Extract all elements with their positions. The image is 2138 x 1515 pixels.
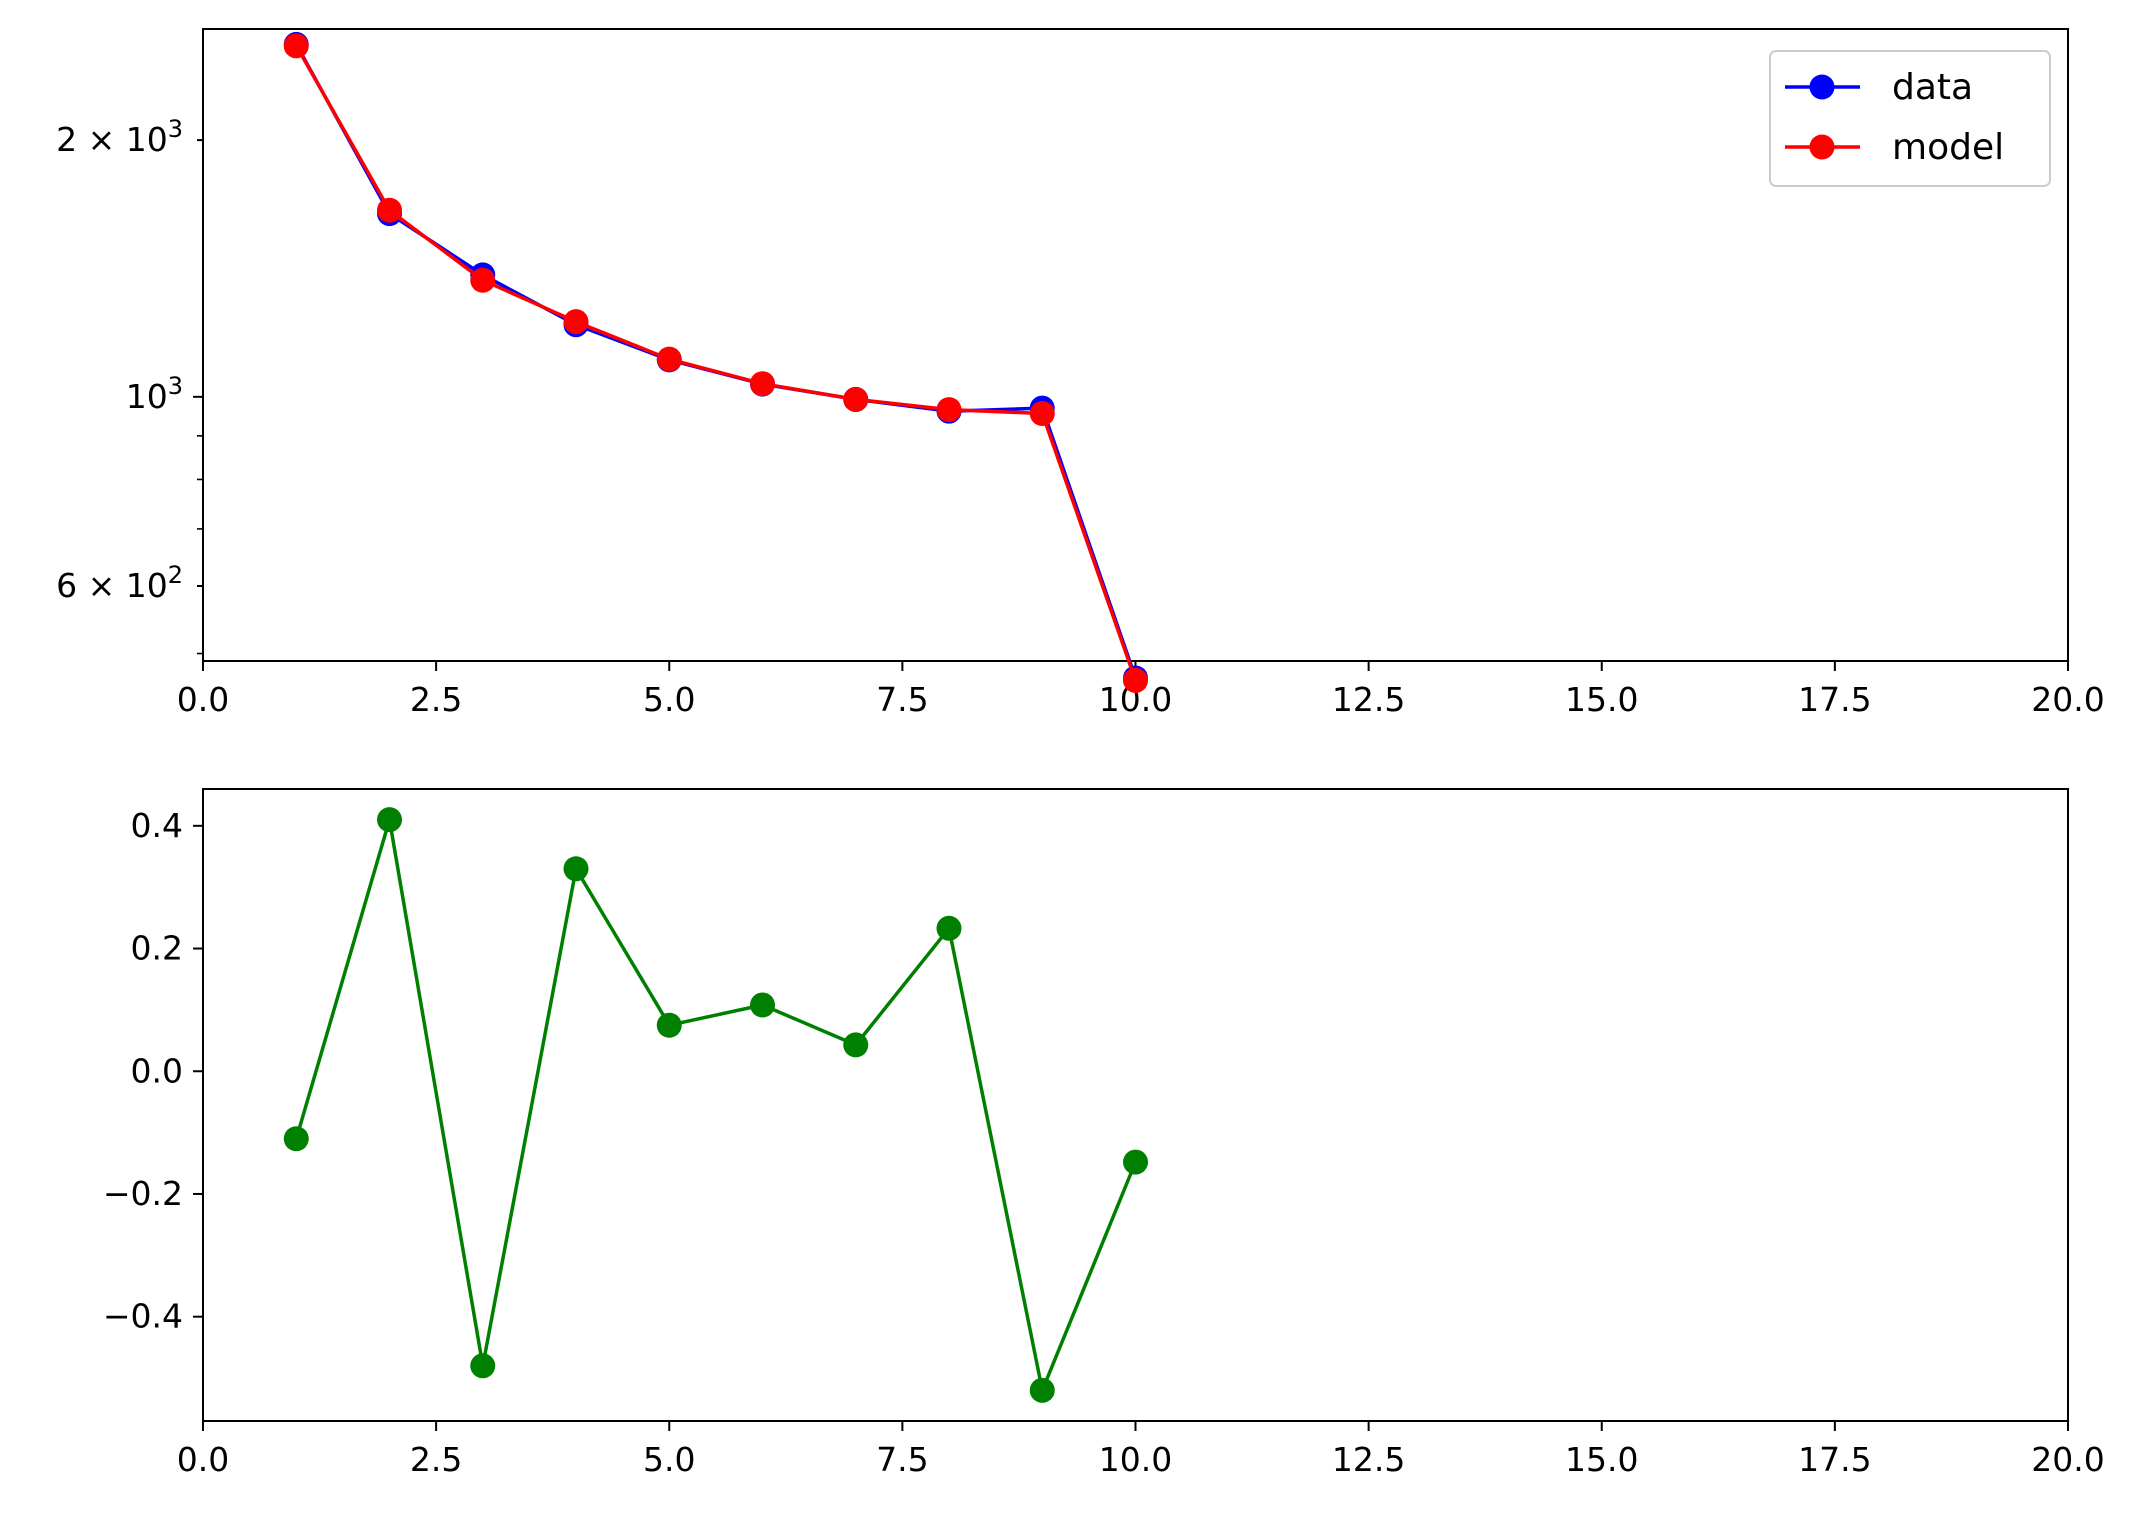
legend-label-model: model	[1892, 127, 2004, 168]
data-point	[470, 1353, 496, 1379]
legend: data model	[1769, 50, 2051, 187]
data-point	[750, 992, 775, 1018]
series-line	[294, 817, 1138, 1393]
x-tick-label: 5.0	[643, 1440, 695, 1479]
x-tick-label: 17.5	[1798, 680, 1871, 719]
x-tick-label: 10.0	[1099, 1440, 1172, 1479]
x-tick-label: 7.5	[876, 1440, 928, 1479]
data-point	[843, 1032, 869, 1058]
x-tick-label: 12.5	[1332, 680, 1405, 719]
x-tick-label: 12.5	[1332, 1440, 1405, 1479]
subplot-2: 0.0 2.5 5.0 7.5 10.0 12.5 15.0 17.5 20.0 −0.4 −0.2…	[103, 788, 2105, 1479]
y-tick-label: −0.2	[103, 1174, 183, 1213]
data-point	[936, 915, 962, 941]
y-tick-label: 2 × 103	[56, 115, 183, 159]
x-tick-label: 7.5	[876, 680, 928, 719]
y-tick-label: 103	[126, 372, 183, 416]
data-point	[1123, 1149, 1148, 1175]
data-point	[1123, 667, 1148, 693]
subplot-1: 0.0 2.5 5.0 7.5 10.0 12.5 15.0 17.5 20.06 × 1021…	[56, 28, 2105, 719]
y-tick-label: 0.4	[131, 806, 183, 845]
data-point	[563, 856, 589, 882]
data-point	[377, 197, 402, 223]
series-model	[283, 33, 1148, 693]
legend-marker	[1809, 134, 1835, 160]
data-point	[750, 371, 775, 397]
x-tick-label: 2.5	[410, 680, 462, 719]
data-point	[1029, 400, 1055, 426]
y-tick-label: 6 × 102	[56, 561, 183, 605]
series-line	[294, 43, 1138, 679]
y-tick-label: 0.0	[131, 1051, 183, 1090]
y-tick-label: −0.4	[103, 1297, 183, 1336]
x-tick-label: 2.5	[410, 1440, 462, 1479]
data-point	[377, 807, 402, 833]
data-point	[656, 1012, 682, 1038]
x-tick-label: 0.0	[177, 680, 229, 719]
legend-marker	[1809, 74, 1835, 100]
data-point	[1029, 1377, 1055, 1403]
data-point	[563, 309, 589, 335]
series-line	[294, 44, 1138, 681]
legend-box	[1769, 50, 2051, 187]
x-tick-label: 15.0	[1565, 680, 1638, 719]
x-tick-label: 20.0	[2031, 680, 2104, 719]
data-point	[936, 397, 962, 423]
x-tick-label: 17.5	[1798, 1440, 1871, 1479]
series-data	[283, 31, 1148, 691]
data-point	[843, 386, 869, 412]
x-tick-label: 0.0	[177, 1440, 229, 1479]
data-point	[470, 267, 496, 293]
x-tick-label: 15.0	[1565, 1440, 1638, 1479]
x-tick-label: 5.0	[643, 680, 695, 719]
data-point	[283, 33, 309, 59]
data-point	[283, 1126, 309, 1152]
y-tick-label: 0.2	[131, 929, 183, 968]
x-tick-label: 20.0	[2031, 1440, 2104, 1479]
axes-frame	[202, 788, 2069, 1422]
series-line-1	[283, 807, 1148, 1403]
legend-label-data: data	[1892, 67, 1973, 108]
data-point	[656, 346, 682, 372]
